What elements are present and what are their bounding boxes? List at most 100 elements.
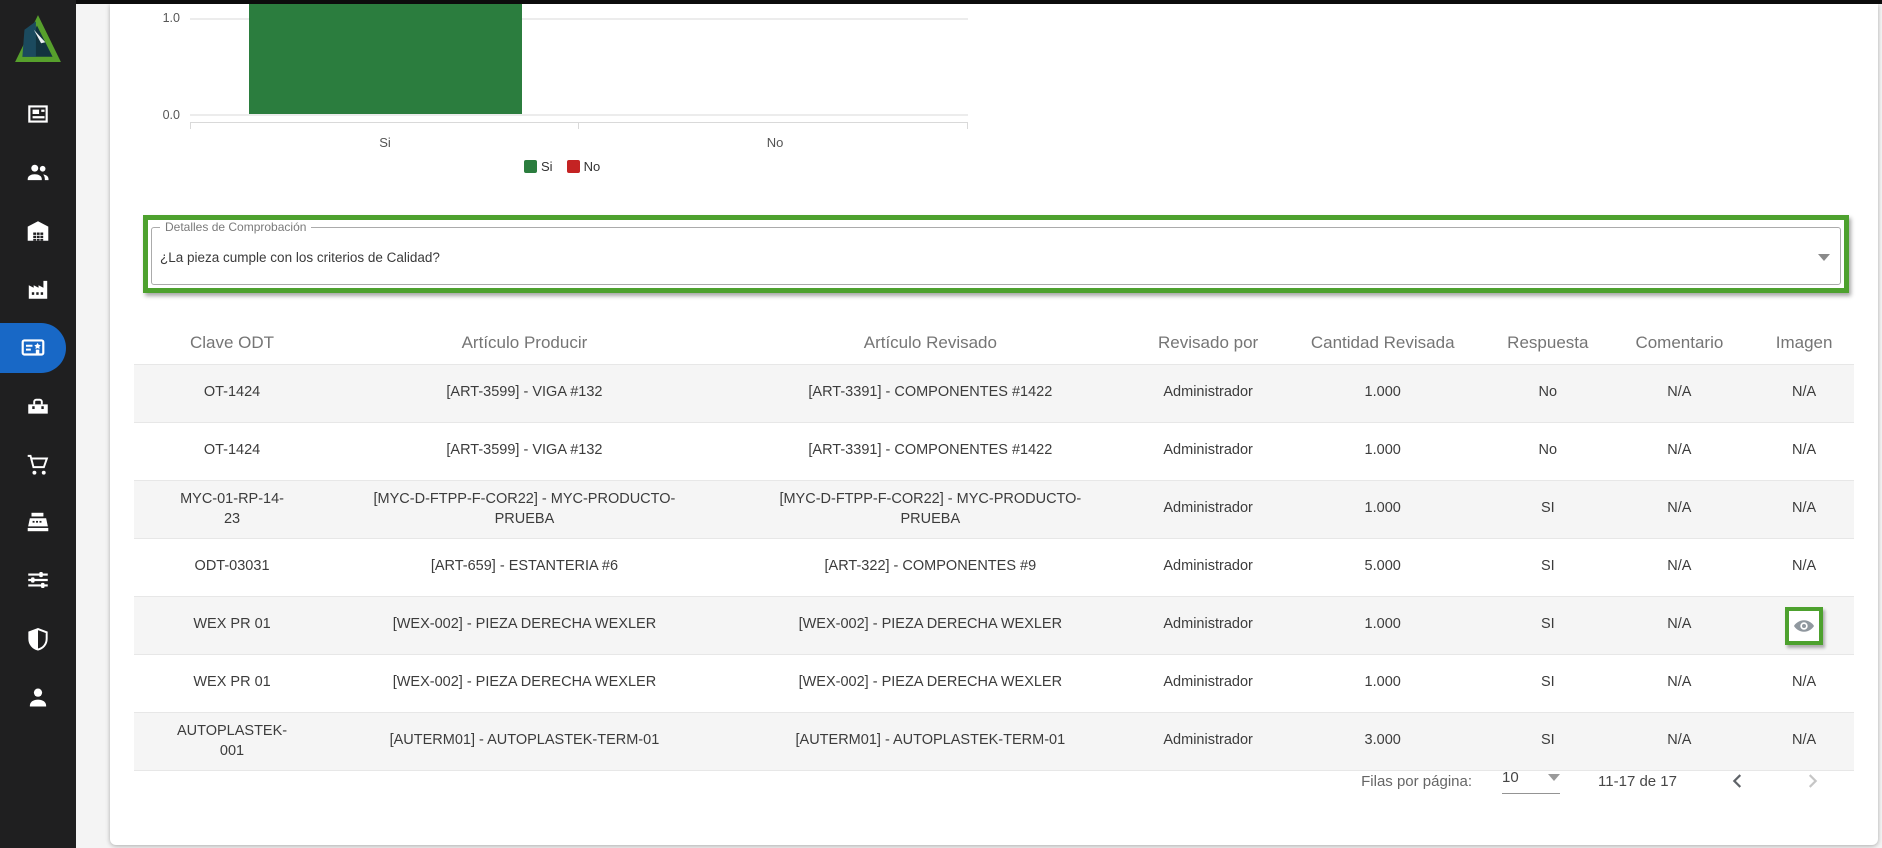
next-page-button[interactable] — [1799, 768, 1825, 794]
cell-text: 1.000 — [1364, 500, 1401, 517]
sidebar-item-person[interactable] — [0, 673, 76, 721]
sidebar-item-factory[interactable] — [0, 265, 76, 313]
cell-articulo-producir: [AUTERM01] - AUTOPLASTEK-TERM-01 — [330, 713, 719, 771]
cell-comentario: N/A — [1605, 597, 1755, 655]
cell-comentario: N/A — [1605, 481, 1755, 539]
cell-text: Administrador — [1163, 442, 1253, 459]
column-header-cantidad-revisada: Cantidad Revisada — [1310, 333, 1455, 352]
cell-articulo-producir: [ART-659] - ESTANTERIA #6 — [330, 539, 719, 597]
table-row: MYC-01-RP-14-23 [MYC-D-FTPP-F-COR22] - MY… — [134, 480, 1854, 539]
legend-swatch-si — [524, 160, 537, 173]
cell-articulo-producir: [MYC-D-FTPP-F-COR22] - MYC-PRODUCTO-PRUE… — [330, 481, 719, 539]
rows-per-page-select[interactable]: 10 — [1502, 768, 1561, 794]
cell-respuesta: SI — [1491, 597, 1605, 655]
cell-imagen: N/A — [1754, 423, 1854, 481]
cell-text: [AUTERM01] - AUTOPLASTEK-TERM-01 — [389, 732, 660, 749]
sidebar-item-shield[interactable] — [0, 615, 76, 663]
cart-icon — [25, 451, 51, 477]
cell-text: N/A — [1667, 384, 1692, 401]
cell-articulo-revisado: [ART-322] - COMPONENTES #9 — [719, 539, 1142, 597]
sidebar-item-quality[interactable] — [0, 323, 66, 373]
cell-text: SI — [1540, 616, 1555, 633]
cell-text: OT-1424 — [203, 442, 261, 459]
table-row: WEX PR 01 [WEX-002] - PIEZA DERECHA WEXLE… — [134, 596, 1854, 655]
cell-cantidad-revisada: 3.000 — [1274, 713, 1491, 771]
sidebar-item-toolbox[interactable] — [0, 382, 76, 430]
sidebar-item-news[interactable] — [0, 90, 76, 138]
cell-comentario: N/A — [1605, 365, 1755, 423]
cell-text: Administrador — [1163, 558, 1253, 575]
bar-si[interactable] — [249, 4, 522, 116]
sidebar-item-cart[interactable] — [0, 440, 76, 488]
view-image-button[interactable] — [1785, 606, 1824, 645]
cell-text: SI — [1540, 558, 1555, 575]
sidebar-item-tune[interactable] — [0, 556, 76, 604]
cell-text: 1.000 — [1364, 384, 1401, 401]
table-body: OT-1424 [ART-3599] - VIGA #132 [ART-3391] … — [134, 364, 1854, 771]
fieldset-legend: Detalles de Comprobación — [165, 220, 307, 234]
cell-text: AUTOPLASTEK-001 — [176, 722, 288, 759]
cell-revisado-por: Administrador — [1142, 481, 1274, 539]
legend-item-no[interactable]: No — [566, 159, 600, 174]
sidebar-item-warehouse[interactable] — [0, 207, 76, 255]
cell-text: 3.000 — [1364, 732, 1401, 749]
cell-cantidad-revisada: 1.000 — [1274, 423, 1491, 481]
cell-comentario: N/A — [1605, 655, 1755, 713]
cell-text: Administrador — [1163, 732, 1253, 749]
pagination-range: 11-17 de 17 — [1598, 772, 1677, 790]
table-row: OT-1424 [ART-3599] - VIGA #132 [ART-3391] … — [134, 364, 1854, 423]
category-label-si: Si — [379, 135, 391, 150]
quality-icon — [20, 335, 46, 361]
cell-imagen: N/A — [1754, 655, 1854, 713]
top-edge-strip — [76, 0, 1882, 4]
cell-text: N/A — [1667, 500, 1692, 517]
cell-cantidad-revisada: 1.000 — [1274, 597, 1491, 655]
cell-text: N/A — [1792, 674, 1817, 691]
selected-question: ¿La pieza cumple con los criterios de Ca… — [160, 249, 440, 265]
cell-text: [ART-3599] - VIGA #132 — [446, 384, 603, 401]
cell-text: [MYC-D-FTPP-F-COR22] - MYC-PRODUCTO-PRUE… — [373, 490, 676, 527]
cell-text: [ART-3391] - COMPONENTES #1422 — [808, 384, 1053, 401]
cell-text: Administrador — [1163, 674, 1253, 691]
column-header-respuesta: Respuesta — [1507, 333, 1589, 352]
cell-revisado-por: Administrador — [1142, 655, 1274, 713]
cell-articulo-producir: [ART-3599] - VIGA #132 — [330, 423, 719, 481]
cell-respuesta: SI — [1491, 539, 1605, 597]
cell-text: 1.000 — [1364, 616, 1401, 633]
cell-text: N/A — [1667, 674, 1692, 691]
detalles-comprobacion-fieldset: Detalles de Comprobación — [151, 220, 1841, 285]
cell-text: ODT-03031 — [194, 558, 270, 575]
rows-per-page-value: 10 — [1502, 768, 1519, 786]
table-header-row: Clave ODT Artículo Producir Artículo Revis… — [134, 322, 1854, 365]
cell-imagen: N/A — [1754, 481, 1854, 539]
column-header-revisado-por: Revisado por — [1158, 333, 1259, 352]
cell-text: [WEX-002] - PIEZA DERECHA WEXLER — [798, 674, 1063, 691]
column-header-comentario: Comentario — [1635, 333, 1724, 352]
cell-text: SI — [1540, 500, 1555, 517]
sidebar-item-people[interactable] — [0, 148, 76, 196]
cell-respuesta: No — [1491, 423, 1605, 481]
cell-text: [ART-322] - COMPONENTES #9 — [824, 558, 1037, 575]
cell-cantidad-revisada: 5.000 — [1274, 539, 1491, 597]
cell-revisado-por: Administrador — [1142, 713, 1274, 771]
cell-clave-odt: OT-1424 — [134, 365, 330, 423]
question-select[interactable]: ¿La pieza cumple con los criterios de Ca… — [160, 242, 1830, 272]
table-row: ODT-03031 [ART-659] - ESTANTERIA #6 [ART-3… — [134, 538, 1854, 597]
cell-comentario: N/A — [1605, 713, 1755, 771]
cell-respuesta: SI — [1491, 655, 1605, 713]
cell-articulo-revisado: [ART-3391] - COMPONENTES #1422 — [719, 423, 1142, 481]
cell-text: Administrador — [1163, 616, 1253, 633]
previous-page-button[interactable] — [1725, 768, 1751, 794]
legend-item-si[interactable]: Si — [524, 159, 553, 174]
sidebar-item-register[interactable] — [0, 498, 76, 546]
warehouse-icon — [25, 218, 51, 244]
cell-text: 5.000 — [1364, 558, 1401, 575]
legend-swatch-no — [566, 160, 580, 173]
cell-articulo-revisado: [AUTERM01] - AUTOPLASTEK-TERM-01 — [719, 713, 1142, 771]
cell-articulo-revisado: [ART-3391] - COMPONENTES #1422 — [719, 365, 1142, 423]
column-header-imagen: Imagen — [1775, 333, 1833, 352]
x-axis-line — [190, 122, 968, 123]
chevron-down-icon — [1548, 773, 1561, 781]
cell-text: [AUTERM01] - AUTOPLASTEK-TERM-01 — [795, 732, 1066, 749]
cell-articulo-producir: [ART-3599] - VIGA #132 — [330, 365, 719, 423]
